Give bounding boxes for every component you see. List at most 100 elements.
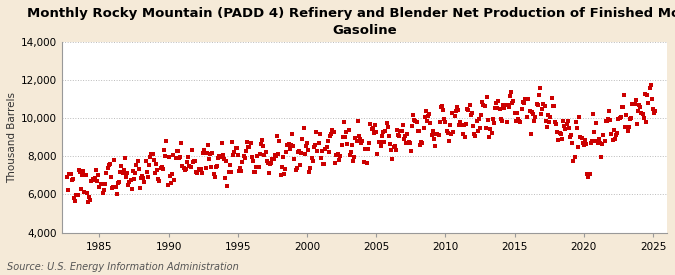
Point: [546, 96, 557, 100]
Point: [649, 111, 659, 115]
Point: [341, 130, 352, 134]
Point: [470, 134, 481, 138]
Point: [421, 108, 431, 113]
Point: [386, 148, 397, 153]
Point: [160, 154, 171, 158]
Title: Monthly Rocky Mountain (PADD 4) Refinery and Blender Net Production of Finished : Monthly Rocky Mountain (PADD 4) Refinery…: [27, 7, 675, 37]
Point: [516, 106, 527, 111]
Point: [608, 128, 619, 132]
Point: [424, 111, 435, 116]
Point: [568, 158, 579, 163]
Point: [364, 141, 375, 146]
Point: [518, 101, 529, 105]
Point: [599, 139, 610, 143]
Point: [601, 119, 612, 123]
Point: [196, 171, 207, 175]
Point: [62, 175, 73, 179]
Point: [616, 114, 626, 119]
Point: [333, 152, 344, 156]
Point: [426, 133, 437, 138]
Point: [535, 86, 545, 90]
Point: [310, 143, 321, 148]
Point: [385, 142, 396, 147]
Point: [124, 179, 135, 184]
Point: [132, 158, 143, 163]
Point: [329, 161, 340, 165]
Point: [360, 147, 371, 151]
Point: [477, 100, 488, 104]
Point: [454, 122, 464, 127]
Point: [315, 156, 326, 160]
Point: [593, 137, 604, 141]
Point: [317, 148, 327, 153]
Point: [541, 125, 552, 130]
Point: [417, 141, 428, 145]
Point: [313, 141, 324, 145]
Point: [621, 113, 632, 117]
Point: [443, 139, 454, 143]
Point: [362, 147, 373, 152]
Point: [256, 138, 267, 142]
Point: [556, 137, 567, 141]
Point: [217, 153, 228, 157]
Point: [566, 133, 576, 138]
Point: [478, 103, 489, 108]
Point: [401, 141, 412, 145]
Point: [404, 141, 415, 145]
Point: [86, 179, 97, 184]
Point: [495, 117, 506, 122]
Point: [543, 113, 554, 118]
Point: [541, 119, 551, 123]
Point: [82, 200, 93, 204]
Point: [302, 141, 313, 145]
Point: [63, 188, 74, 192]
Point: [170, 156, 181, 160]
Point: [240, 148, 251, 153]
Point: [569, 155, 580, 159]
Point: [238, 154, 249, 158]
Point: [196, 167, 207, 171]
Point: [396, 129, 407, 133]
Point: [357, 139, 368, 143]
Point: [215, 155, 226, 160]
Point: [587, 139, 597, 143]
Point: [82, 191, 92, 196]
Point: [232, 146, 242, 150]
Point: [152, 167, 163, 172]
Point: [128, 169, 138, 173]
Point: [258, 144, 269, 148]
Point: [74, 170, 85, 174]
Point: [275, 172, 286, 177]
Point: [303, 148, 314, 152]
Point: [382, 125, 393, 130]
Point: [406, 124, 417, 129]
Point: [192, 171, 203, 175]
Point: [259, 153, 270, 158]
Point: [105, 162, 115, 167]
Point: [450, 109, 461, 113]
Point: [209, 175, 220, 180]
Point: [85, 198, 96, 203]
Point: [367, 126, 378, 130]
Point: [582, 171, 593, 176]
Point: [216, 141, 227, 145]
Point: [219, 157, 230, 161]
Point: [103, 163, 114, 167]
Point: [177, 164, 188, 168]
Point: [577, 141, 588, 145]
Point: [178, 166, 189, 170]
Point: [440, 120, 451, 124]
Point: [489, 121, 500, 125]
Point: [458, 123, 469, 127]
Point: [432, 131, 443, 136]
Point: [304, 170, 315, 175]
Point: [248, 159, 259, 164]
Point: [636, 111, 647, 115]
Point: [411, 120, 422, 125]
Point: [90, 176, 101, 181]
Point: [580, 138, 591, 142]
Point: [513, 117, 524, 121]
Point: [556, 132, 566, 137]
Point: [354, 137, 365, 141]
Point: [358, 160, 369, 164]
